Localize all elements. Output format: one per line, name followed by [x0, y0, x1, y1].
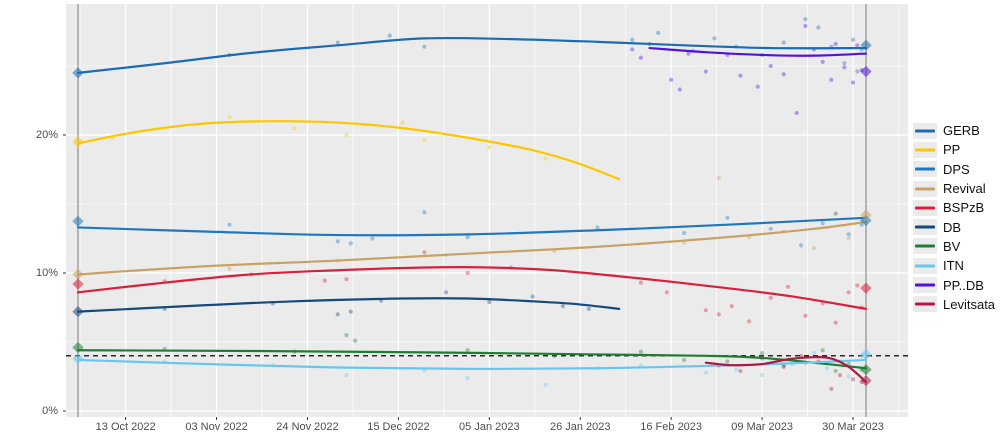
- x-tick-label: 03 Nov 2022: [185, 421, 248, 433]
- legend-key-swatch: [913, 277, 937, 294]
- itn-result-marker: [860, 348, 872, 361]
- x-tick-label: 26 Jan 2023: [549, 421, 611, 433]
- pp..db-trend-line: [648, 46, 868, 57]
- y-tick-label: 20%: [35, 129, 58, 141]
- legend-item-revival: Revival: [913, 179, 995, 198]
- x-tick-label: 16 Feb 2023: [640, 421, 703, 433]
- legend-line-icon: [915, 148, 935, 152]
- legend-line-icon: [915, 264, 935, 268]
- legend-key-swatch: [913, 257, 937, 274]
- x-tick-label: 13 Oct 2022: [95, 421, 156, 433]
- x-tick-label: 09 Mar 2023: [731, 421, 793, 433]
- bv-result-marker: [860, 363, 872, 376]
- dps-poll-points: [227, 210, 864, 248]
- legend-label: DPS: [943, 161, 970, 177]
- db-trend-line: [76, 297, 621, 313]
- legend-label: BSPzB: [943, 200, 985, 216]
- grid-major: [66, 4, 908, 417]
- itn-trend-line: [76, 358, 868, 371]
- pp-poll-points: [110, 114, 548, 161]
- x-tick-label: 15 Dec 2022: [367, 421, 430, 433]
- legend-label: BV: [943, 238, 961, 254]
- legend-key-swatch: [913, 296, 937, 313]
- bv-trend-line: [76, 349, 868, 370]
- panel-background: [66, 4, 908, 417]
- db-poll-points: [162, 290, 592, 317]
- legend-item-gerb: GERB: [913, 121, 995, 140]
- legend-label: PP: [943, 142, 961, 158]
- legend-key-swatch: [913, 141, 937, 158]
- levitsata-trend-line: [704, 356, 868, 384]
- dps-trend-line: [76, 216, 868, 237]
- y-tick-label: 10%: [35, 267, 58, 279]
- legend-label: Levitsata: [943, 296, 996, 312]
- x-tick-label: 30 Mar 2023: [822, 421, 884, 433]
- legend-line-icon: [915, 302, 935, 306]
- legend-label: ITN: [943, 258, 964, 274]
- legend-key-swatch: [913, 219, 937, 236]
- legend-line-icon: [915, 244, 935, 248]
- legend-label: Revival: [943, 181, 986, 197]
- legend-item-pp..db: PP..DB: [913, 275, 995, 294]
- legend-item-pp: PP: [913, 140, 995, 159]
- gerb-trend-line: [76, 36, 868, 74]
- grid-minor: [66, 4, 908, 417]
- axis-tick-marks: [63, 134, 854, 420]
- legend-key-swatch: [913, 238, 937, 255]
- legend-line-icon: [915, 187, 935, 191]
- legend-key-swatch: [913, 180, 937, 197]
- gerb-result-marker: [860, 39, 872, 51]
- legend-line-icon: [915, 129, 935, 133]
- legend-item-dps: DPS: [913, 160, 995, 179]
- levitsata-result-marker: [860, 374, 872, 387]
- bspzb-result-marker: [860, 282, 872, 294]
- revival-trend-line: [76, 220, 868, 276]
- bspzb-trend-line: [76, 266, 868, 310]
- legend-line-icon: [915, 283, 935, 287]
- legend: GERB PP DPS Revival BSPzB DB BV ITN PP..DB Levits…: [913, 121, 995, 314]
- legend-label: PP..DB: [943, 277, 984, 293]
- legend-label: GERB: [943, 123, 980, 139]
- legend-key-swatch: [913, 199, 937, 216]
- y-tick-label: 0%: [42, 405, 58, 417]
- pp..db-poll-points: [630, 23, 864, 116]
- legend-item-itn: ITN: [913, 256, 995, 275]
- x-tick-label: 05 Jan 2023: [459, 421, 520, 433]
- plot-area: [66, 4, 908, 417]
- revival-result-marker: [860, 209, 872, 221]
- pp-trend-line: [76, 120, 621, 181]
- legend-key-swatch: [913, 161, 937, 178]
- x-tick-label: 24 Nov 2022: [276, 421, 339, 433]
- legend-line-icon: [915, 225, 935, 229]
- legend-line-icon: [915, 167, 935, 171]
- legend-key-swatch: [913, 122, 937, 139]
- legend-line-icon: [915, 206, 935, 210]
- legend-item-levitsata: Levitsata: [913, 295, 995, 314]
- legend-label: DB: [943, 219, 962, 235]
- legend-item-bspzb: BSPzB: [913, 198, 995, 217]
- legend-item-db: DB: [913, 217, 995, 236]
- legend-item-bv: BV: [913, 237, 995, 256]
